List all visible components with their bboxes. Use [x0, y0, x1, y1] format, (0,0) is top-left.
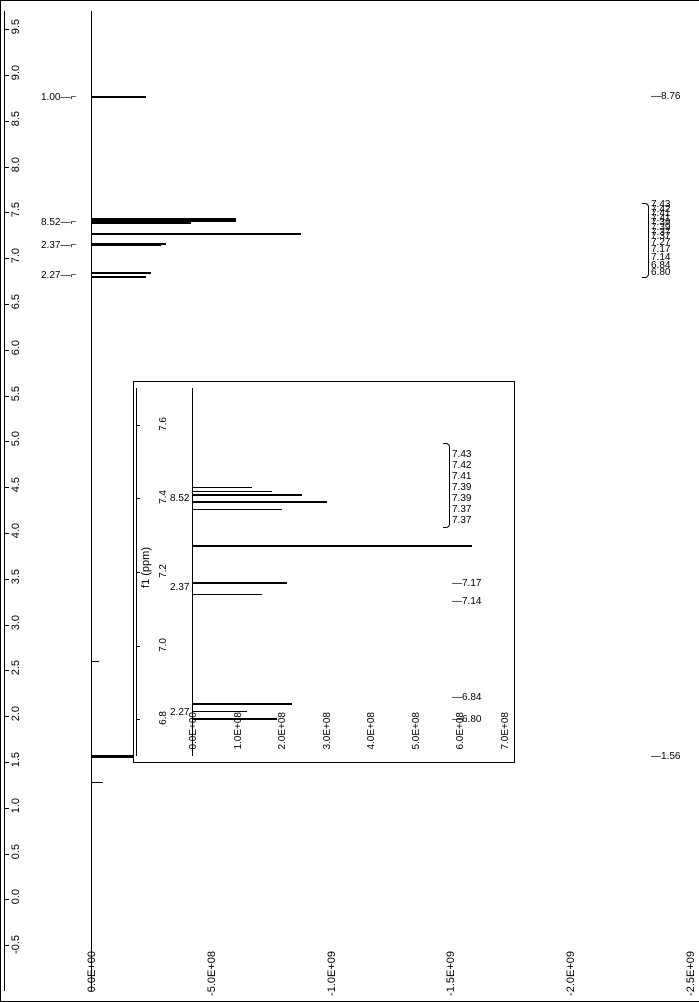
- ppm-tick-label: 6.5: [10, 294, 22, 309]
- ppm-tick-label: 4.0: [10, 523, 22, 538]
- inset-x-tick: 7.0E+08: [500, 712, 511, 750]
- nmr-peak: [91, 272, 151, 274]
- ppm-tick-label: -0.5: [10, 935, 22, 954]
- inset-peak-label: —7.14: [452, 596, 481, 607]
- nmr-peak: [91, 218, 236, 222]
- ppm-tick-label: 7.5: [10, 202, 22, 217]
- brace-icon: [637, 203, 649, 278]
- inset-peak-label: —7.17: [452, 578, 481, 589]
- nmr-peak: [91, 661, 99, 662]
- ppm-tick-label: 3.0: [10, 615, 22, 630]
- inset-peak-label: 7.37: [452, 515, 471, 526]
- ppm-tick-label: 6.0: [10, 340, 22, 355]
- intensity-tick-label: 0.0E+00: [86, 951, 98, 992]
- ppm-tick-label: 2.5: [10, 660, 22, 675]
- ppm-tick-label: 1.5: [10, 752, 22, 767]
- nmr-peak: [91, 782, 103, 783]
- inset-integral-label: 2.37: [170, 582, 189, 593]
- inset-peak-label: —6.80: [452, 714, 481, 725]
- inset-peak-label: 7.42: [452, 460, 471, 471]
- inset-peak: [192, 718, 277, 720]
- ppm-tick-label: 8.5: [10, 111, 22, 126]
- ppm-tick-label: 9.0: [10, 65, 22, 80]
- ppm-tick-label: 0.0: [10, 889, 22, 904]
- inset-peak: [192, 594, 262, 595]
- nmr-spectrum: -0.5 0.0 0.5 1.0 1.5 2.0 2.5 3.0 3.5 4.0 4.5 5.0 5.5…: [0, 0, 699, 1002]
- intensity-tick-label: -1.5E+09: [445, 951, 457, 996]
- intensity-tick-label: -1.0E+09: [326, 951, 338, 996]
- inset-ppm-tick: 7.6: [158, 417, 169, 431]
- intensity-tick-label: -2.0E+09: [565, 951, 577, 996]
- inset-peak: [192, 711, 247, 712]
- inset-integral-label: 8.52: [170, 493, 189, 504]
- inset-x-tick: 2.0E+08: [277, 712, 288, 750]
- inset-peak: [192, 703, 292, 705]
- ppm-tick-label: 5.5: [10, 386, 22, 401]
- ppm-tick-label: 4.5: [10, 477, 22, 492]
- inset-ppm-tick: 7.2: [158, 564, 169, 578]
- ppm-tick-label: 3.5: [10, 569, 22, 584]
- inset-x-tick: 5.0E+08: [411, 712, 422, 750]
- integral-label: 8.52—⌐: [41, 217, 76, 228]
- intensity-tick-label: -5.0E+08: [206, 951, 218, 996]
- inset-peak-label: 7.43: [452, 449, 471, 460]
- inset-peak-label: 7.39: [452, 493, 471, 504]
- ppm-tick-label: 8.0: [10, 157, 22, 172]
- inset-spectrum: 6.87.07.27.47.6f1 (ppm)0.0E+001.0E+082.0…: [133, 381, 515, 763]
- ppm-tick-label: 7.0: [10, 248, 22, 263]
- inset-peak: [192, 545, 472, 547]
- intensity-tick-label: -2.5E+09: [685, 951, 697, 996]
- nmr-peak: [91, 222, 191, 224]
- inset-peak-label: 7.37: [452, 504, 471, 515]
- ppm-tick-label: 9.5: [10, 19, 22, 34]
- nmr-peak: [91, 96, 146, 98]
- nmr-peak: [91, 245, 161, 246]
- inset-ppm-tick: 7.0: [158, 638, 169, 652]
- integral-label: 1.00—⌐: [41, 92, 76, 103]
- inset-peak: [192, 509, 282, 510]
- inset-integral-label: 2.27: [170, 707, 189, 718]
- peak-ppm-label: —1.56: [651, 751, 680, 762]
- ppm-tick-label: 0.5: [10, 844, 22, 859]
- inset-peak: [192, 582, 287, 584]
- peak-ppm-label: 6.80: [651, 267, 670, 278]
- ppm-tick-label: 5.0: [10, 431, 22, 446]
- inset-peak-label: —6.84: [452, 692, 481, 703]
- inset-peak: [192, 501, 327, 503]
- inset-ppm-tick: 6.8: [158, 711, 169, 725]
- inset-peak: [192, 494, 302, 496]
- ppm-tick-label: 1.0: [10, 798, 22, 813]
- integral-label: 2.27—⌐: [41, 270, 76, 281]
- integral-label: 2.37—⌐: [41, 240, 76, 251]
- inset-ppm-tick: 7.4: [158, 490, 169, 504]
- nmr-peak: [91, 276, 146, 278]
- inset-axis-title: f1 (ppm): [140, 547, 152, 588]
- nmr-peak: [91, 233, 301, 235]
- inset-peak-label: 7.41: [452, 471, 471, 482]
- inset-x-tick: 3.0E+08: [322, 712, 333, 750]
- inset-brace-icon: [438, 443, 450, 528]
- inset-peak: [192, 491, 272, 492]
- ppm-tick-label: 2.0: [10, 706, 22, 721]
- inset-peak-label: 7.39: [452, 482, 471, 493]
- peak-ppm-label: —8.76: [651, 91, 680, 102]
- inset-peak: [192, 487, 252, 488]
- inset-x-tick: 4.0E+08: [366, 712, 377, 750]
